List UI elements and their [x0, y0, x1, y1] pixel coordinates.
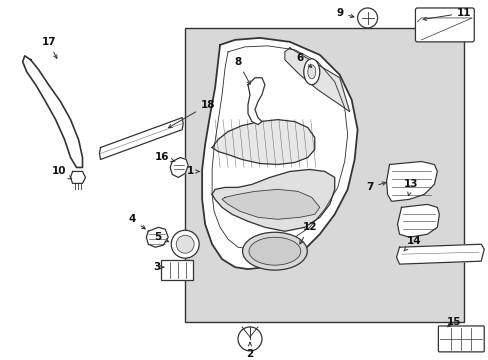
Text: 3: 3	[153, 262, 163, 272]
Text: 13: 13	[404, 179, 418, 195]
Polygon shape	[202, 38, 357, 269]
Polygon shape	[386, 162, 436, 201]
Text: 18: 18	[168, 100, 215, 128]
Circle shape	[176, 235, 194, 253]
Text: 17: 17	[41, 37, 57, 58]
Text: 14: 14	[403, 236, 421, 251]
Polygon shape	[146, 227, 168, 247]
Text: 1: 1	[186, 166, 199, 176]
Text: 11: 11	[423, 8, 470, 21]
Text: 2: 2	[246, 343, 253, 359]
Polygon shape	[212, 120, 314, 165]
Polygon shape	[170, 157, 188, 177]
Text: 6: 6	[296, 53, 311, 67]
Polygon shape	[285, 48, 349, 112]
Polygon shape	[212, 170, 334, 231]
Polygon shape	[396, 244, 483, 264]
Ellipse shape	[248, 237, 300, 265]
Circle shape	[357, 8, 377, 28]
Ellipse shape	[242, 232, 306, 270]
Text: 8: 8	[234, 57, 250, 84]
Polygon shape	[247, 78, 264, 125]
Text: 15: 15	[446, 317, 461, 327]
FancyBboxPatch shape	[161, 260, 193, 280]
Circle shape	[238, 327, 262, 351]
Polygon shape	[222, 189, 319, 219]
Text: 4: 4	[128, 214, 145, 229]
FancyBboxPatch shape	[415, 8, 473, 42]
Polygon shape	[70, 171, 85, 183]
Bar	[185, 28, 463, 322]
Text: 16: 16	[155, 153, 175, 162]
Polygon shape	[22, 56, 82, 167]
Polygon shape	[99, 118, 183, 159]
Polygon shape	[397, 204, 439, 237]
Text: 10: 10	[51, 166, 72, 179]
Ellipse shape	[307, 65, 315, 79]
Text: 5: 5	[154, 232, 168, 242]
Text: 7: 7	[365, 182, 385, 192]
Ellipse shape	[303, 59, 319, 85]
Text: 9: 9	[335, 8, 353, 18]
Text: 12: 12	[299, 222, 316, 244]
FancyBboxPatch shape	[437, 326, 483, 352]
Circle shape	[171, 230, 199, 258]
